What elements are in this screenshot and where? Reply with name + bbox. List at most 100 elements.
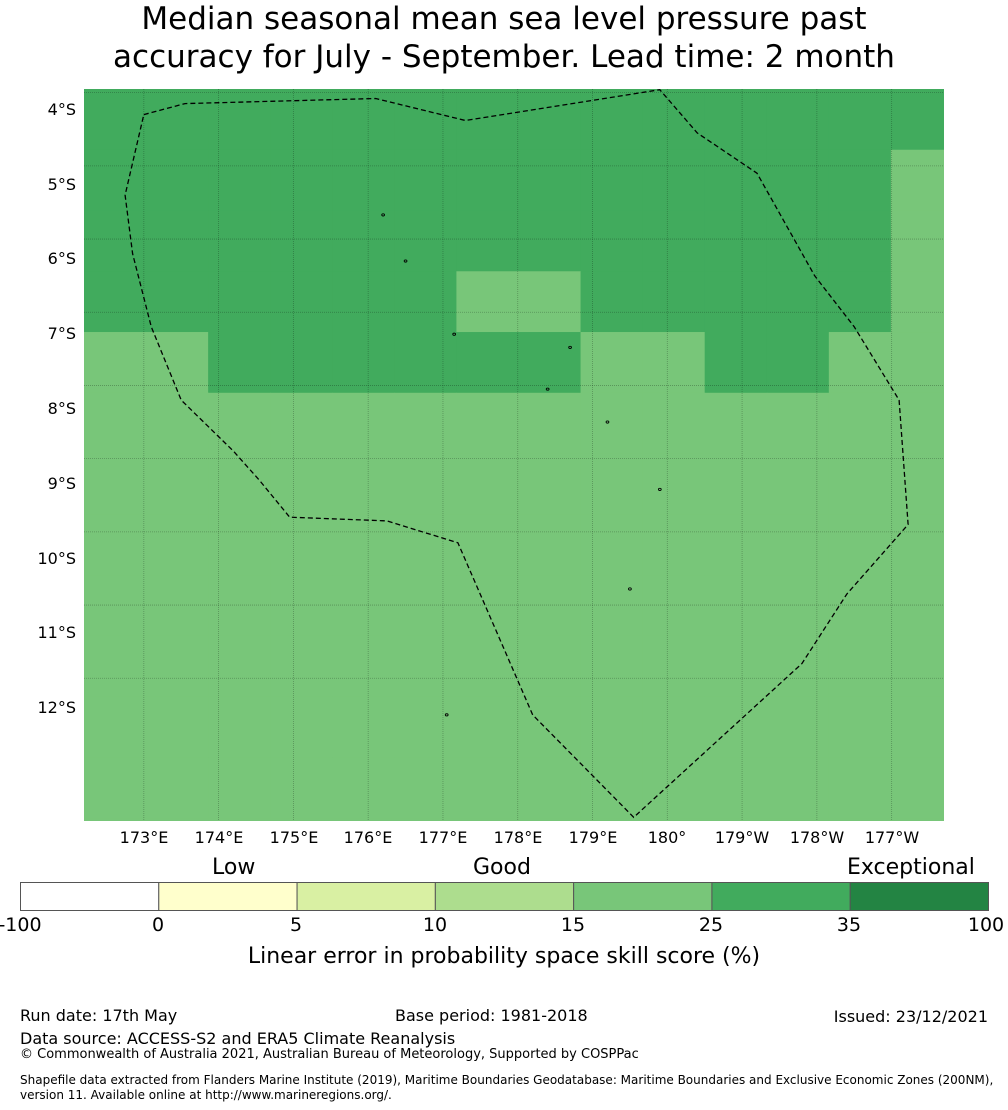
grid-cell	[642, 149, 706, 212]
grid-cell	[704, 575, 768, 637]
grid-cell	[704, 332, 768, 394]
grid-cell	[394, 89, 457, 151]
grid-cell	[146, 89, 209, 151]
grid-cell	[84, 453, 147, 515]
grid-cell	[704, 89, 768, 151]
lon-label: 179°W	[714, 828, 770, 847]
grid-cell	[146, 210, 209, 272]
island-outline	[444, 713, 449, 717]
grid-cell	[890, 89, 944, 151]
shapefile-credit-line-2: version 11. Available online at http://w…	[20, 1088, 392, 1102]
grid-cell	[828, 453, 892, 515]
grid-cell	[890, 271, 944, 333]
lon-label: 177°W	[864, 828, 920, 847]
grid-cell	[332, 514, 395, 576]
grid-cell	[642, 757, 706, 819]
lon-label: 178°W	[789, 828, 845, 847]
grid-cell	[394, 696, 457, 758]
colorbar-tick: 5	[289, 914, 303, 936]
lon-label: 178°E	[493, 828, 543, 847]
grid-cell	[766, 757, 830, 819]
lon-label: 174°E	[194, 828, 244, 847]
graticule	[84, 89, 944, 821]
grid-cell	[332, 392, 395, 455]
data-source: Data source: ACCESS-S2 and ERA5 Climate …	[20, 1029, 456, 1048]
grid-cell	[580, 635, 644, 698]
grid-cell	[642, 514, 706, 576]
grid-cell	[146, 392, 209, 455]
lat-label: 6°S	[47, 249, 76, 268]
grid-cell	[580, 149, 644, 212]
grid-cell	[580, 575, 644, 637]
grid-cell	[146, 514, 209, 576]
island-outline	[381, 213, 385, 217]
grid-cell	[394, 818, 457, 821]
lon-label: 180°	[647, 828, 687, 847]
grid-cell	[828, 89, 892, 151]
grid-cell	[766, 149, 830, 212]
grid-cell	[642, 453, 706, 515]
grid-cell	[890, 575, 944, 637]
grid-cell	[456, 271, 519, 333]
grid-cell	[456, 696, 519, 758]
island-outline	[628, 587, 632, 591]
grid-cell	[518, 332, 582, 394]
lat-label: 8°S	[47, 399, 76, 418]
grid-cell	[332, 696, 395, 758]
grid-cell	[890, 757, 944, 819]
grid-cell	[208, 89, 271, 151]
grid-cell	[766, 818, 830, 821]
grid-cell	[332, 575, 395, 637]
grid-cell	[642, 696, 706, 758]
grid-cell	[704, 392, 768, 455]
grid-cell	[580, 696, 644, 758]
grid-cell	[146, 818, 209, 821]
grid-cell	[518, 149, 582, 212]
island-outline	[452, 332, 457, 336]
grid-cell	[270, 453, 333, 515]
grid-cell	[518, 89, 582, 151]
grid-cell	[580, 271, 644, 333]
grid-cell	[456, 818, 519, 821]
grid-cell	[580, 210, 644, 272]
grid-cell	[642, 332, 706, 394]
grid-cell	[766, 89, 830, 151]
grid-cell	[890, 332, 944, 394]
colorbar-segment	[434, 882, 575, 911]
grid-cell	[208, 332, 271, 394]
grid-cell	[580, 818, 644, 821]
shapefile-credit-line-1: Shapefile data extracted from Flanders M…	[20, 1073, 994, 1087]
grid-cell	[456, 89, 519, 151]
lat-label: 5°S	[47, 175, 76, 194]
grid-cell	[766, 696, 830, 758]
grid-cell	[270, 696, 333, 758]
grid-cell	[394, 453, 457, 515]
grid-cell	[332, 453, 395, 515]
grid-cell	[766, 332, 830, 394]
grid-cell	[580, 757, 644, 819]
grid-cell	[394, 271, 457, 333]
grid-cell	[828, 149, 892, 212]
grid-cell	[704, 271, 768, 333]
grid-cell	[456, 575, 519, 637]
grid-cell	[890, 696, 944, 758]
grid-cell	[84, 210, 147, 272]
skill-map	[84, 89, 944, 821]
grid-cell	[146, 757, 209, 819]
grid-cell	[580, 392, 644, 455]
grid-cell	[208, 453, 271, 515]
grid-cell	[828, 332, 892, 394]
grid-cell	[270, 332, 333, 394]
grid-cell	[208, 271, 271, 333]
grid-cell	[456, 392, 519, 455]
grid-cell	[146, 332, 209, 394]
grid-cell	[642, 635, 706, 698]
grid-cell	[456, 514, 519, 576]
grid-cell	[394, 757, 457, 819]
grid-cell	[146, 696, 209, 758]
base-period: Base period: 1981-2018	[395, 1006, 588, 1025]
grid-cell	[580, 514, 644, 576]
grid-cell	[766, 210, 830, 272]
grid-cell	[828, 210, 892, 272]
colorbar-segment	[20, 882, 160, 911]
